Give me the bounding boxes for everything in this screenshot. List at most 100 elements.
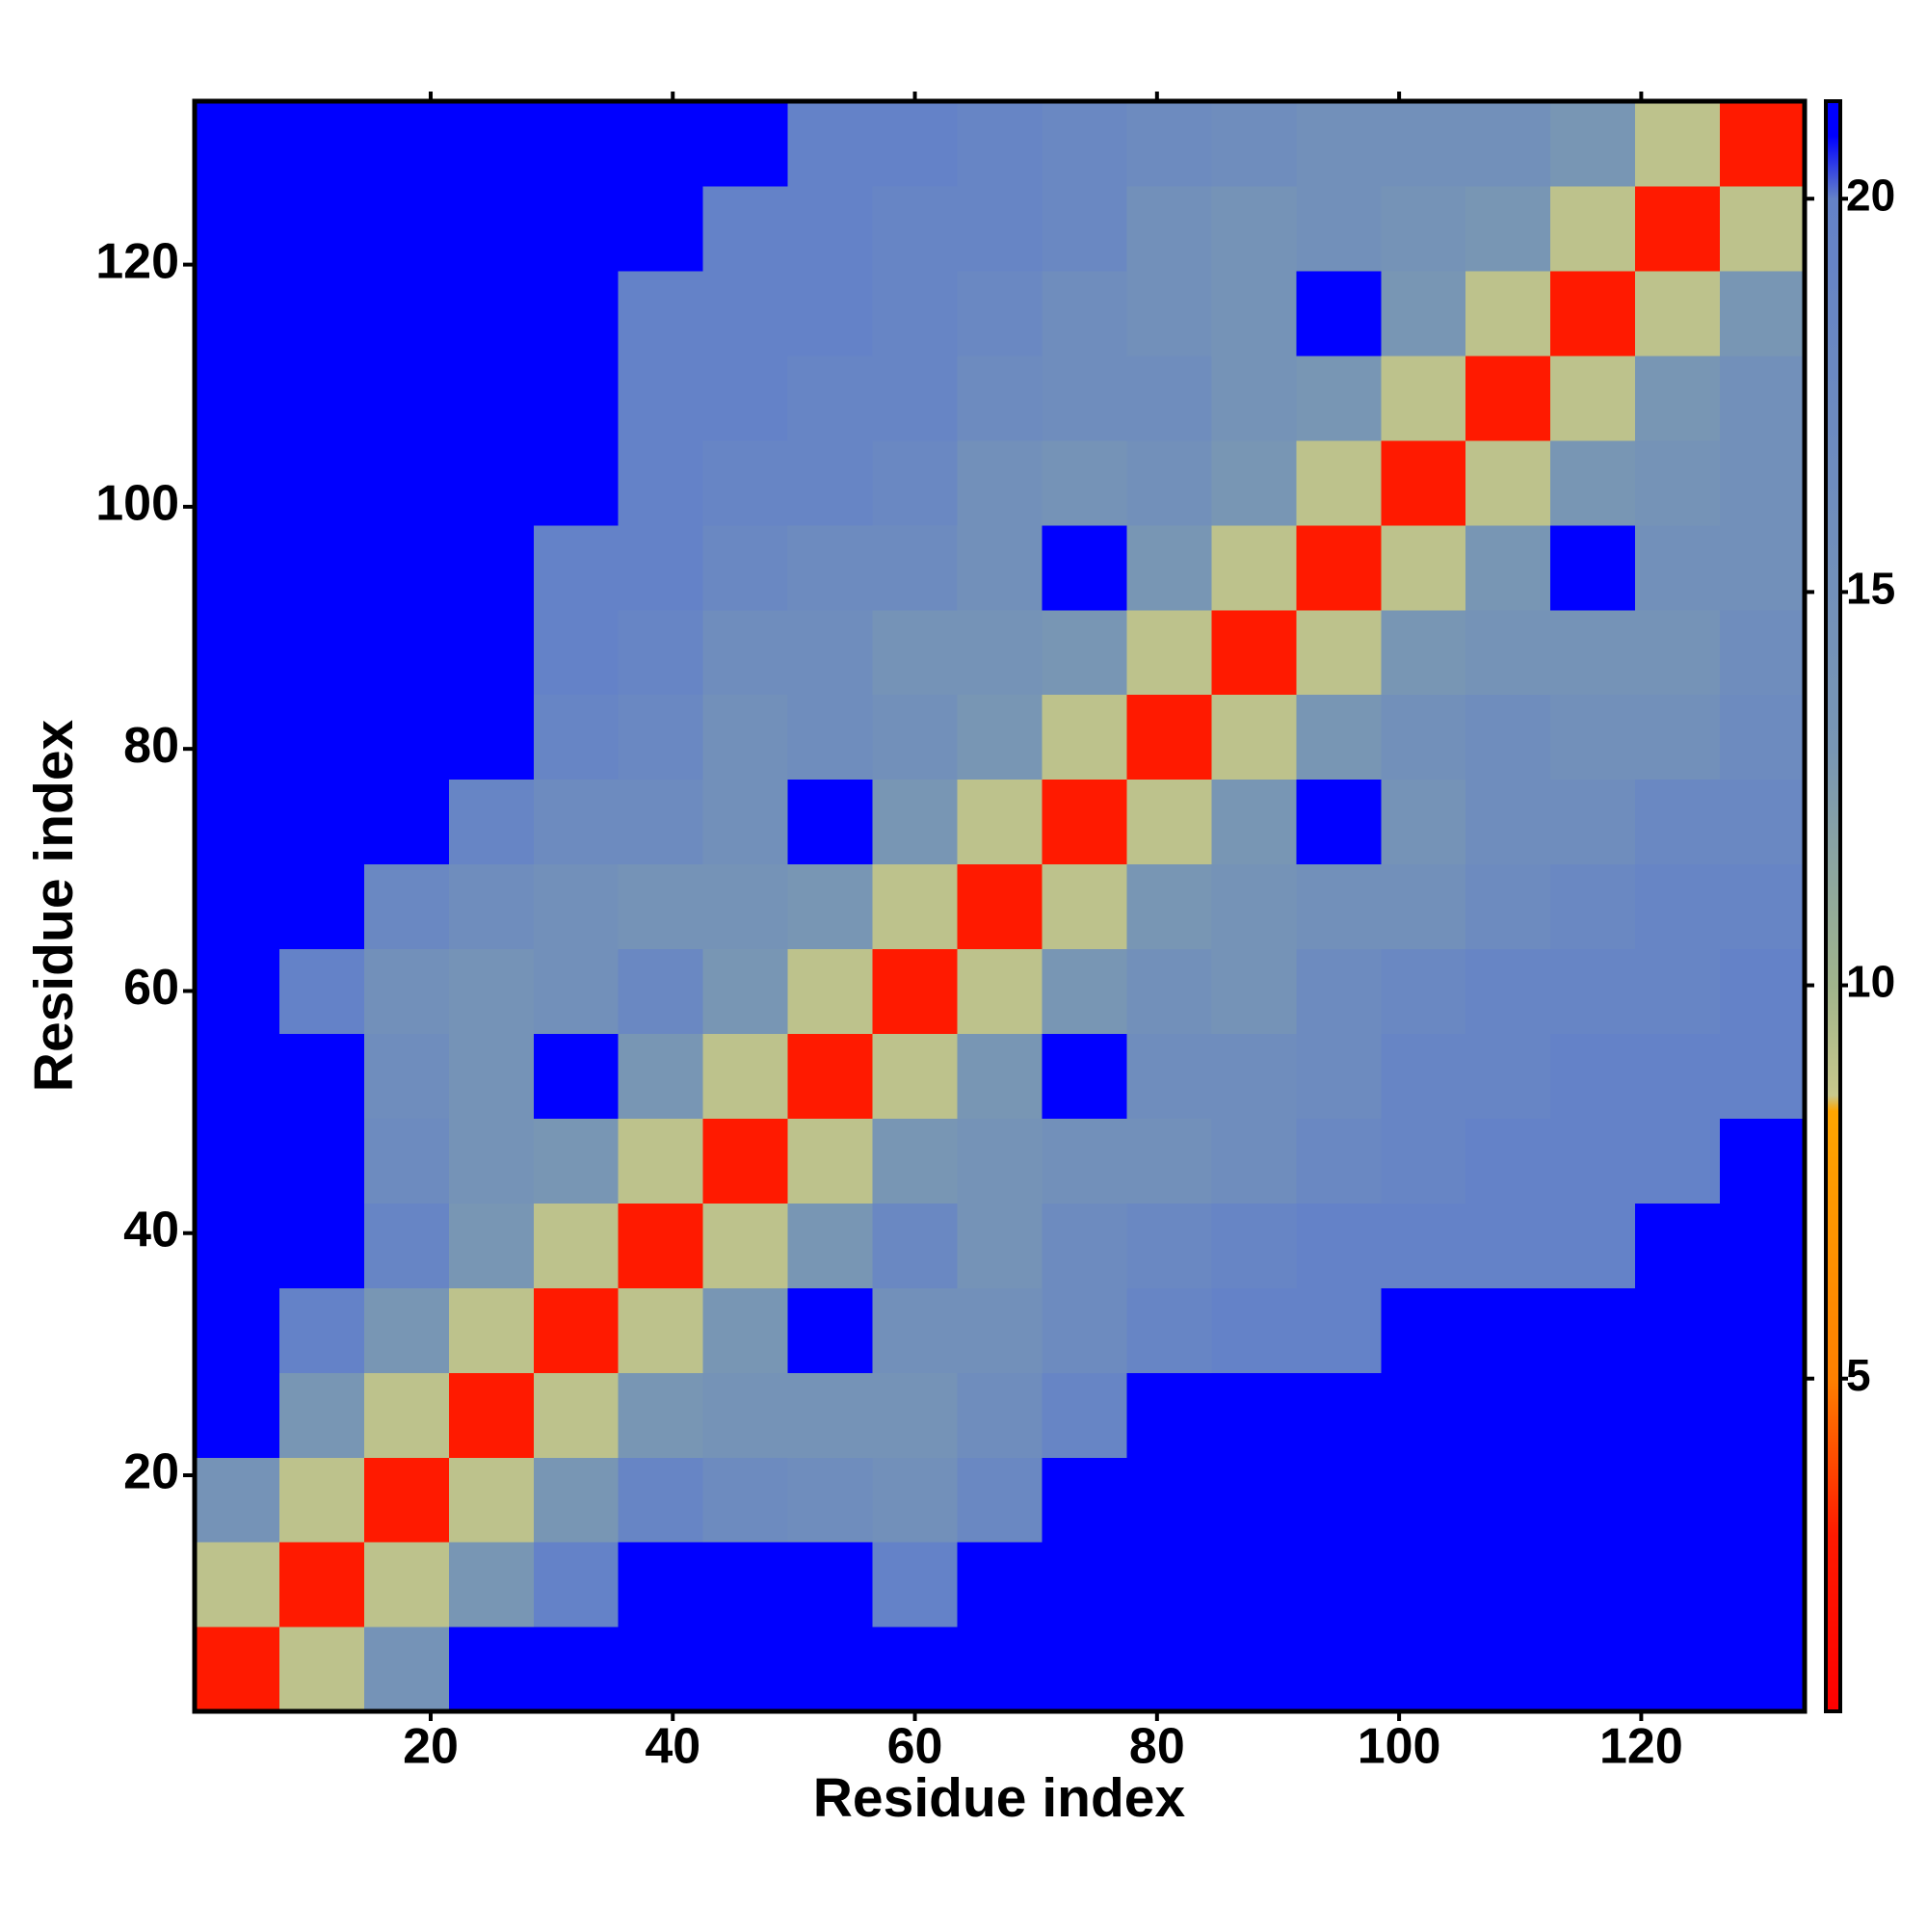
heatmap-cell xyxy=(872,1457,959,1543)
heatmap-cell xyxy=(1381,1457,1466,1543)
heatmap-cell xyxy=(1126,1033,1212,1119)
x-tick-label: 120 xyxy=(1599,1719,1683,1775)
heatmap-cell xyxy=(957,1118,1043,1204)
heatmap-cell xyxy=(787,1542,874,1628)
heatmap-cell xyxy=(1211,1542,1297,1628)
heatmap-cell xyxy=(1042,185,1128,272)
heatmap-cell xyxy=(1465,1627,1551,1712)
heatmap-cell xyxy=(533,101,620,187)
heatmap-cell xyxy=(957,1372,1043,1458)
heatmap-cell xyxy=(787,1033,874,1119)
heatmap-cell xyxy=(618,1203,704,1288)
heatmap-cell xyxy=(618,1627,704,1712)
x-axis-title: Residue index xyxy=(813,1767,1186,1829)
heatmap-cell xyxy=(1465,1033,1551,1119)
heatmap-cell xyxy=(1126,101,1212,187)
heatmap-cell xyxy=(278,1627,365,1712)
heatmap-cell xyxy=(1126,185,1212,272)
heatmap-cell xyxy=(1635,1203,1721,1288)
heatmap-cell xyxy=(702,355,789,441)
heatmap-cell xyxy=(1635,185,1721,272)
heatmap-cell xyxy=(872,1287,959,1373)
heatmap-cell xyxy=(363,1203,450,1288)
heatmap-cell xyxy=(1296,355,1382,441)
heatmap xyxy=(195,101,1806,1712)
heatmap-cell xyxy=(448,355,535,441)
heatmap-cell xyxy=(1381,439,1466,526)
heatmap-cell xyxy=(1211,863,1297,950)
x-tick-label: 100 xyxy=(1358,1719,1441,1775)
heatmap-cell xyxy=(278,270,365,357)
heatmap-cell xyxy=(957,355,1043,441)
heatmap-cell xyxy=(1550,101,1636,187)
heatmap-cell xyxy=(1550,1118,1636,1204)
heatmap-cell xyxy=(702,1118,789,1204)
heatmap-cell xyxy=(1550,948,1636,1035)
heatmap-cell xyxy=(1635,355,1721,441)
heatmap-cell xyxy=(1381,694,1466,781)
heatmap-cell xyxy=(363,863,450,950)
heatmap-cell xyxy=(195,1627,280,1712)
heatmap-cell xyxy=(1126,1372,1212,1458)
heatmap-cell xyxy=(1465,1372,1551,1458)
heatmap-cell xyxy=(1296,270,1382,357)
heatmap-cell xyxy=(702,185,789,272)
heatmap-cell xyxy=(1550,779,1636,865)
heatmap-cell xyxy=(787,863,874,950)
heatmap-cell xyxy=(195,101,280,187)
heatmap-cell xyxy=(1211,694,1297,781)
plot-frame xyxy=(192,98,1808,1714)
heatmap-cell xyxy=(1211,101,1297,187)
heatmap-cell xyxy=(872,1542,959,1628)
heatmap-cell xyxy=(533,1203,620,1288)
heatmap-cell xyxy=(872,185,959,272)
heatmap-cell xyxy=(363,948,450,1035)
heatmap-cell xyxy=(1550,1287,1636,1373)
heatmap-cell xyxy=(1381,355,1466,441)
heatmap-cell xyxy=(1296,101,1382,187)
colorbar-tick-label: 10 xyxy=(1846,957,1895,1007)
heatmap-cell xyxy=(1720,1287,1806,1373)
heatmap-cell xyxy=(1550,185,1636,272)
heatmap-cell xyxy=(1550,270,1636,357)
heatmap-cell xyxy=(957,524,1043,611)
heatmap-cell xyxy=(1296,948,1382,1035)
heatmap-cell xyxy=(1465,270,1551,357)
heatmap-cell xyxy=(872,101,959,187)
heatmap-cell xyxy=(1720,185,1806,272)
x-tick-label: 20 xyxy=(403,1719,459,1775)
heatmap-cell xyxy=(448,1287,535,1373)
heatmap-cell xyxy=(1720,355,1806,441)
heatmap-cell xyxy=(1465,355,1551,441)
heatmap-cell xyxy=(195,1118,280,1204)
heatmap-cell xyxy=(787,270,874,357)
heatmap-cell xyxy=(1635,609,1721,696)
heatmap-cell xyxy=(1635,1287,1721,1373)
heatmap-cell xyxy=(957,863,1043,950)
heatmap-cell xyxy=(1550,1457,1636,1543)
heatmap-cell xyxy=(1296,1372,1382,1458)
heatmap-cell xyxy=(195,694,280,781)
heatmap-cell xyxy=(278,779,365,865)
heatmap-cell xyxy=(1720,1118,1806,1204)
heatmap-cell xyxy=(957,270,1043,357)
heatmap-cell xyxy=(787,1457,874,1543)
heatmap-cell xyxy=(278,863,365,950)
heatmap-cell xyxy=(278,1118,365,1204)
heatmap-cell xyxy=(1126,609,1212,696)
heatmap-cell xyxy=(1381,1372,1466,1458)
heatmap-cell xyxy=(1042,609,1128,696)
heatmap-cell xyxy=(1211,779,1297,865)
heatmap-cell xyxy=(278,1033,365,1119)
heatmap-cell xyxy=(1211,1033,1297,1119)
heatmap-cell xyxy=(1720,863,1806,950)
x-tick-label: 40 xyxy=(645,1719,700,1775)
heatmap-cell xyxy=(1211,1118,1297,1204)
heatmap-cell xyxy=(1211,270,1297,357)
heatmap-cell xyxy=(1635,1033,1721,1119)
heatmap-cell xyxy=(1211,355,1297,441)
heatmap-cell xyxy=(1465,101,1551,187)
heatmap-cell xyxy=(448,1033,535,1119)
heatmap-cell xyxy=(1635,1627,1721,1712)
heatmap-cell xyxy=(195,1542,280,1628)
